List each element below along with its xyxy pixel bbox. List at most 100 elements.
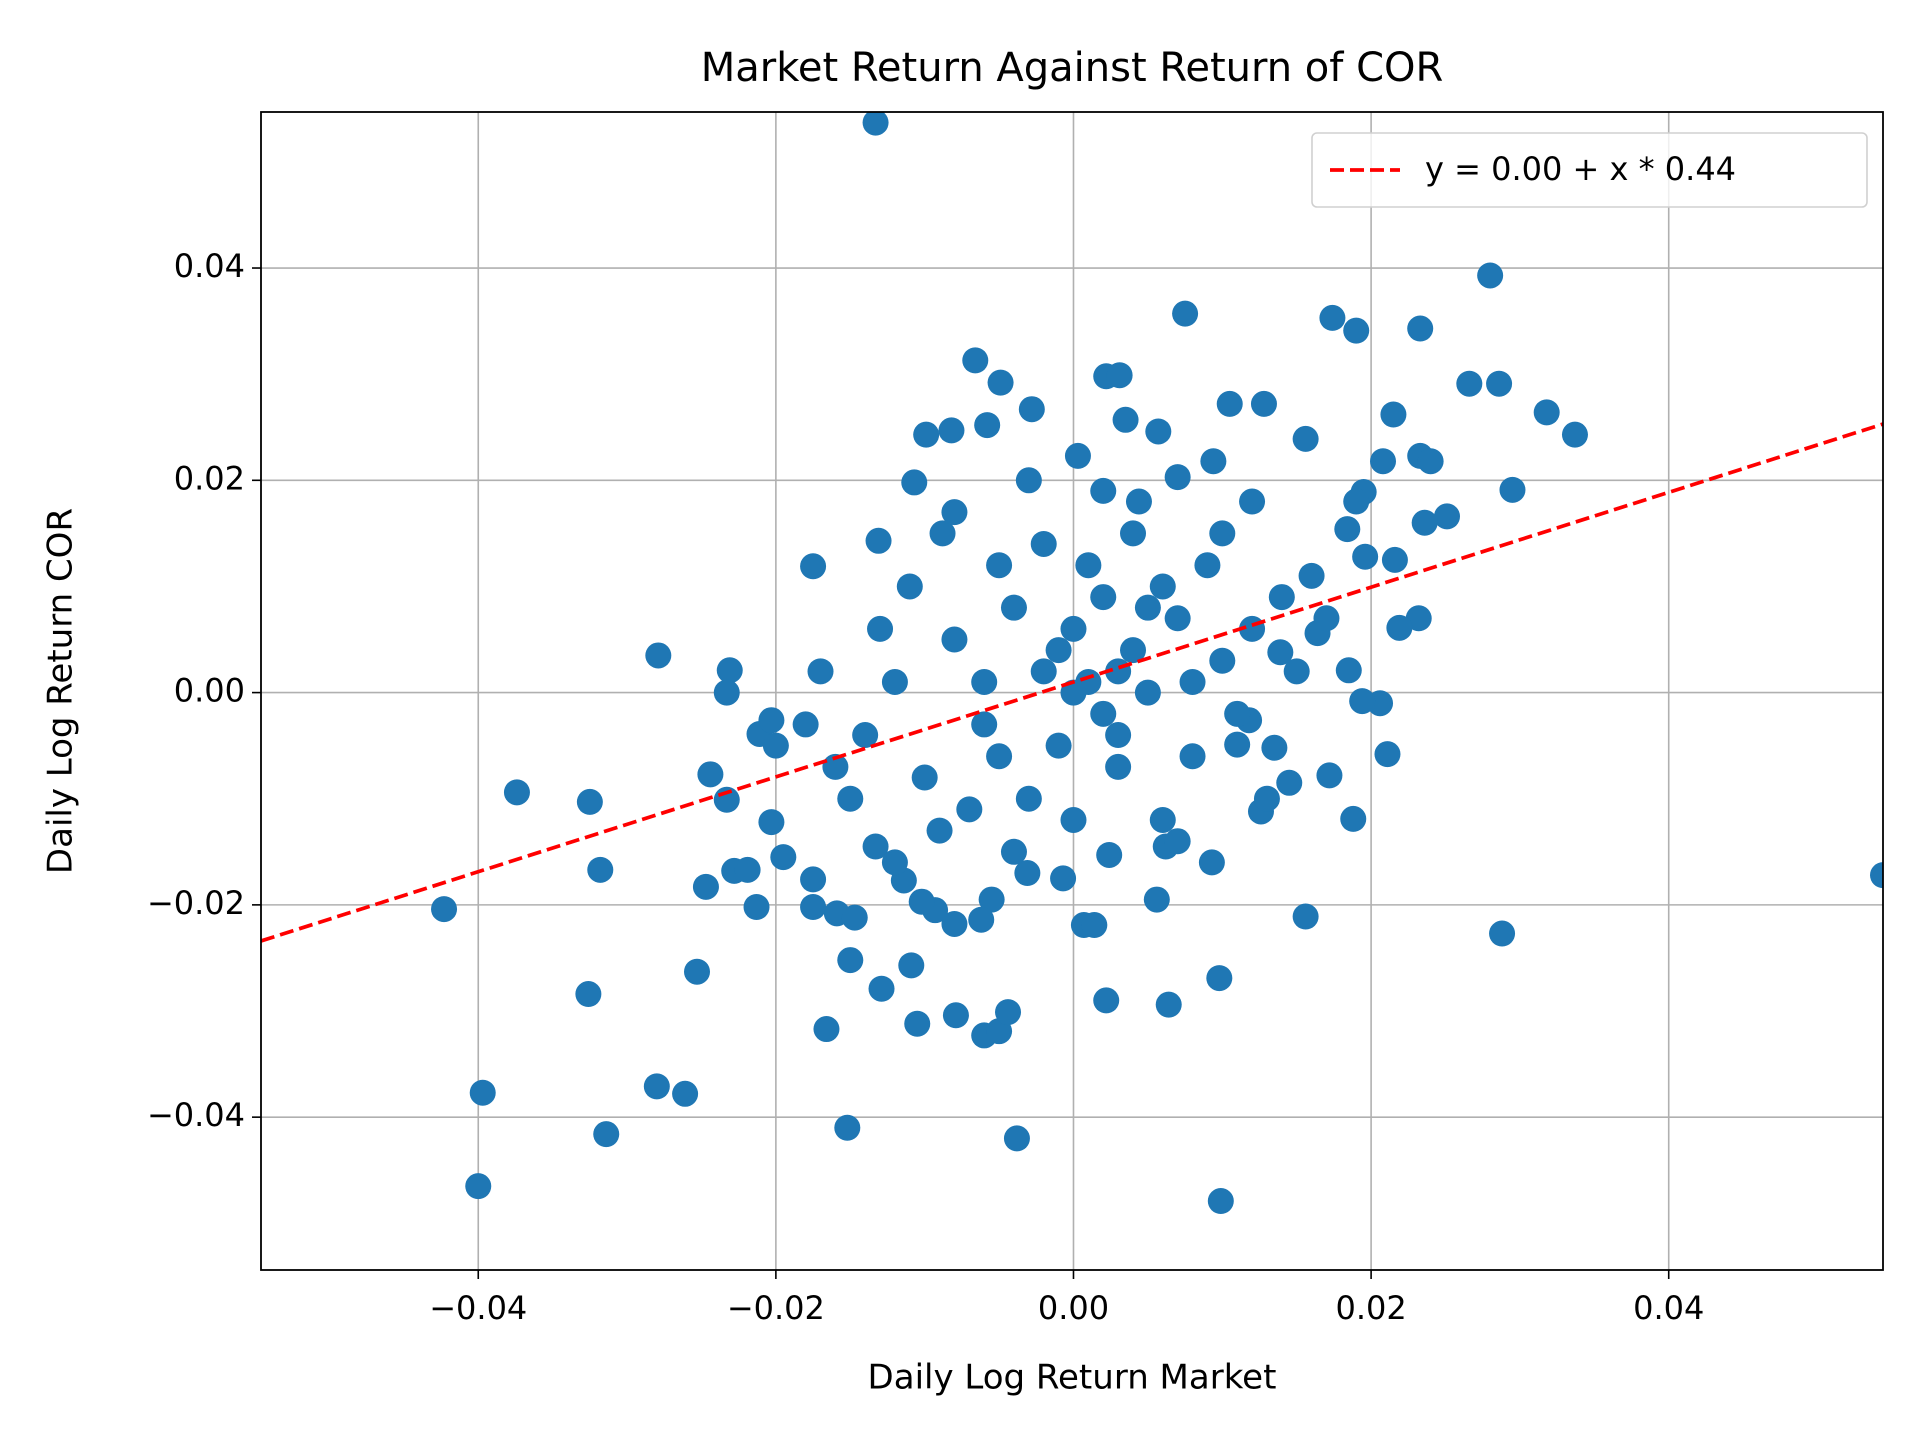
scatter-point <box>1112 406 1139 433</box>
scatter-point <box>1283 658 1310 685</box>
scatter-point <box>904 1010 931 1037</box>
scatter-point <box>713 679 740 706</box>
scatter-point <box>1209 647 1236 674</box>
scatter-point <box>1018 396 1045 423</box>
scatter-point <box>1870 862 1883 889</box>
y-tick-label: 0.02 <box>174 459 245 497</box>
scatter-point <box>1250 390 1277 417</box>
scatter-point <box>1349 688 1376 715</box>
scatter-point <box>1145 418 1172 445</box>
scatter-point <box>1224 731 1251 758</box>
scatter-point <box>1106 362 1133 389</box>
scatter-point <box>1380 401 1407 428</box>
scatter-point <box>1334 516 1361 543</box>
scatter-point <box>962 347 989 374</box>
x-axis-label: Daily Log Return Market <box>868 1358 1277 1398</box>
chart-title: Market Return Against Return of COR <box>701 45 1444 91</box>
scatter-point <box>986 552 1013 579</box>
scatter-point <box>968 906 995 933</box>
scatter-point <box>1081 912 1108 939</box>
scatter-point <box>1000 838 1027 865</box>
scatter-point <box>1179 743 1206 770</box>
scatter-point <box>834 1114 861 1141</box>
scatter-point <box>1125 488 1152 515</box>
scatter-point <box>978 886 1005 913</box>
scatter-point <box>881 849 908 876</box>
scatter-point <box>1386 614 1413 641</box>
scatter-point <box>1164 828 1191 855</box>
scatter-point <box>1149 806 1176 833</box>
scatter-point <box>867 615 894 642</box>
scatter-point <box>800 866 827 893</box>
scatter-point <box>734 856 761 883</box>
scatter-point <box>1050 865 1077 892</box>
y-tick-label: −0.02 <box>147 884 245 922</box>
scatter-point <box>987 369 1014 396</box>
scatter-point <box>743 893 770 920</box>
axes-frame <box>260 111 1884 1271</box>
scatter-point <box>1224 700 1251 727</box>
scatter-point <box>643 1073 670 1100</box>
scatter-point <box>1352 543 1379 570</box>
scatter-point <box>758 707 785 734</box>
scatter-point <box>1370 448 1397 475</box>
scatter-point <box>956 796 983 823</box>
scatter-point <box>1292 425 1319 452</box>
scatter-point <box>841 904 868 931</box>
scatter-point <box>1134 679 1161 706</box>
scatter-point <box>684 958 711 985</box>
scatter-point <box>1209 520 1236 547</box>
scatter-point <box>575 981 602 1008</box>
scatter-point <box>1120 520 1147 547</box>
scatter-point <box>1172 300 1199 327</box>
legend: y = 0.00 + x * 0.44 <box>1311 132 1868 208</box>
scatter-point <box>1343 488 1370 515</box>
scatter-point <box>645 642 672 669</box>
scatter-point <box>800 893 827 920</box>
scatter-point <box>942 1002 969 1029</box>
scatter-point <box>837 947 864 974</box>
x-tick-label: 0.00 <box>1038 1289 1109 1327</box>
scatter-point <box>837 785 864 812</box>
scatter-point <box>1045 732 1072 759</box>
scatter-point <box>716 657 743 684</box>
scatter-point <box>1045 637 1072 664</box>
scatter-point <box>1433 503 1460 530</box>
scatter-point <box>929 520 956 547</box>
scatter-point <box>1313 605 1340 632</box>
scatter-point <box>800 553 827 580</box>
scatter-point <box>1319 304 1346 331</box>
scatter-point <box>1405 605 1432 632</box>
scatter-point <box>469 1079 496 1106</box>
scatter-point <box>576 788 603 815</box>
scatter-point <box>1149 573 1176 600</box>
scatter-point <box>881 668 908 695</box>
scatter-point <box>1120 637 1147 664</box>
scatter-point <box>926 817 953 844</box>
scatter-point <box>941 626 968 653</box>
scatter-point <box>692 873 719 900</box>
scatter-point <box>1164 464 1191 491</box>
scatter-point <box>1060 806 1087 833</box>
scatter-point <box>1276 769 1303 796</box>
scatter-point <box>941 499 968 526</box>
x-tick-label: 0.04 <box>1633 1289 1704 1327</box>
scatter-point <box>1000 594 1027 621</box>
scatter-point <box>465 1173 492 1200</box>
scatter-point <box>1489 920 1516 947</box>
scatter-point <box>1143 886 1170 913</box>
scatter-point <box>1456 370 1483 397</box>
scatter-point <box>1374 741 1401 768</box>
scatter-point <box>1253 785 1280 812</box>
legend-box <box>1311 132 1868 208</box>
scatter-point <box>862 112 889 136</box>
scatter-point <box>1015 785 1042 812</box>
scatter-point <box>1003 1125 1030 1152</box>
scatter-point <box>1155 991 1182 1018</box>
scatter-point <box>1381 546 1408 573</box>
scatter-point <box>1015 467 1042 494</box>
scatter-point <box>822 753 849 780</box>
scatter-point <box>1090 584 1117 611</box>
